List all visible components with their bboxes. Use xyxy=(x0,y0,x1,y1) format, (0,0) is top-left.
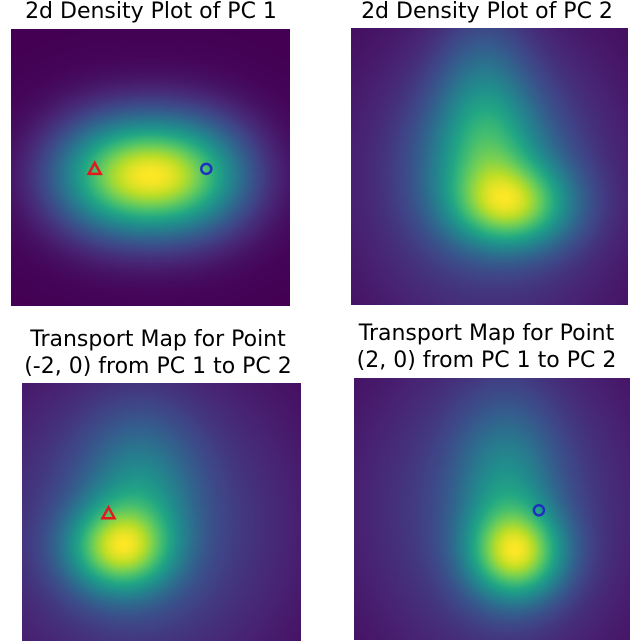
density-raster xyxy=(11,29,290,306)
density-raster xyxy=(351,28,628,305)
plot-title-transport-neg2: Transport Map for Point xyxy=(30,327,286,352)
density-raster xyxy=(22,383,301,641)
plot-subtitle-transport-pos2: (2, 0) from PC 1 to PC 2 xyxy=(356,348,617,373)
plot-title-pc1: 2d Density Plot of PC 1 xyxy=(25,0,277,24)
density-heatmap-pc1 xyxy=(11,29,290,306)
transport-map-heatmap-neg2 xyxy=(22,383,301,641)
plot-title-pc2: 2d Density Plot of PC 2 xyxy=(361,0,613,24)
plot-subtitle-transport-neg2: (-2, 0) from PC 1 to PC 2 xyxy=(24,354,292,379)
transport-map-heatmap-pos2 xyxy=(354,378,630,640)
plot-title-transport-pos2: Transport Map for Point xyxy=(358,321,615,346)
density-raster xyxy=(354,378,630,640)
density-heatmap-pc2 xyxy=(351,28,628,305)
